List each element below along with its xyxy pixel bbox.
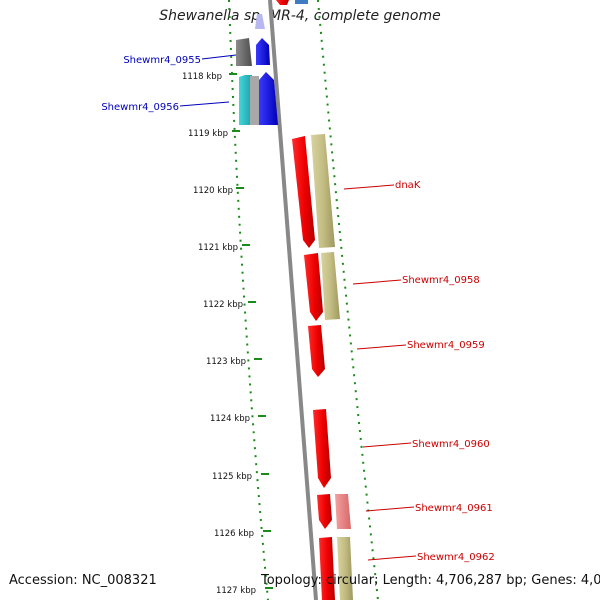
map-title: Shewanella sp. MR-4, complete genome <box>159 8 441 24</box>
leader-line-0955 <box>201 54 237 60</box>
gene-block-0962-olive[interactable] <box>337 537 353 600</box>
leader-line-0962 <box>367 555 417 561</box>
gene-label-0956: Shewmr4_0956 <box>101 102 179 113</box>
gene-arrow-0962-red[interactable] <box>319 537 335 600</box>
leader-line-0956 <box>179 101 230 107</box>
gene-block-0958-olive[interactable] <box>321 252 340 320</box>
leader-line-0959 <box>356 344 407 350</box>
gene-label-0961: Shewmr4_0961 <box>415 503 493 514</box>
kbp-label: 1122 kbp <box>203 300 243 310</box>
gene-arrow-top-red[interactable] <box>276 0 289 5</box>
gene-label-0960: Shewmr4_0960 <box>412 439 490 450</box>
accession-text: Accession: NC_008321 <box>9 573 157 588</box>
kbp-label: 1121 kbp <box>198 243 238 253</box>
kbp-tick-labels: 1118 kbp 1119 kbp 1120 kbp 1121 kbp 1122… <box>182 72 256 596</box>
gene-arrow-0958-red[interactable] <box>304 253 323 321</box>
gene-block-dnak-olive[interactable] <box>311 134 335 248</box>
leader-line-dnak <box>343 184 395 190</box>
genome-stats-text: Topology: circular; Length: 4,706,287 bp… <box>261 573 600 588</box>
gene-arrow-0955-blue[interactable] <box>256 38 270 65</box>
kbp-label: 1127 kbp <box>216 586 256 596</box>
gene-label-0958: Shewmr4_0958 <box>402 275 480 286</box>
gene-label-dnak: dnaK <box>395 180 421 191</box>
gene-arrow-0959-red[interactable] <box>308 325 325 377</box>
leader-line-0961 <box>365 506 415 512</box>
kbp-ticks <box>229 73 273 589</box>
gene-arrow-dnak-red[interactable] <box>292 136 315 248</box>
kbp-label: 1124 kbp <box>210 414 250 424</box>
gene-arrow-0961-red[interactable] <box>317 494 332 529</box>
kbp-label: 1120 kbp <box>193 186 233 196</box>
kbp-label: 1125 kbp <box>212 472 252 482</box>
gene-arrow-0960-red[interactable] <box>313 409 331 488</box>
gene-arrow-0956-blue[interactable] <box>259 72 278 125</box>
gene-block-top-blue[interactable] <box>295 0 308 4</box>
gene-block-0961-pink[interactable] <box>335 494 351 529</box>
gene-block-0956-gray[interactable] <box>250 76 259 125</box>
gene-label-0955: Shewmr4_0955 <box>123 55 201 66</box>
leader-line-0960 <box>362 442 412 448</box>
kbp-label: 1119 kbp <box>188 129 228 139</box>
gene-arrow-0955-gray[interactable] <box>236 38 252 66</box>
gene-label-0959: Shewmr4_0959 <box>407 340 485 351</box>
leader-line-0958 <box>352 279 402 285</box>
kbp-label: 1118 kbp <box>182 72 222 82</box>
kbp-label: 1126 kbp <box>214 529 254 539</box>
gene-arrow-top-lavender[interactable] <box>255 14 265 29</box>
left-gene-labels[interactable]: Shewmr4_0955 Shewmr4_0956 <box>101 54 237 113</box>
right-gene-labels[interactable]: dnaK Shewmr4_0958 Shewmr4_0959 Shewmr4_0… <box>343 180 495 563</box>
kbp-label: 1123 kbp <box>206 357 246 367</box>
gene-label-0962: Shewmr4_0962 <box>417 552 495 563</box>
genome-backbone <box>268 0 318 600</box>
